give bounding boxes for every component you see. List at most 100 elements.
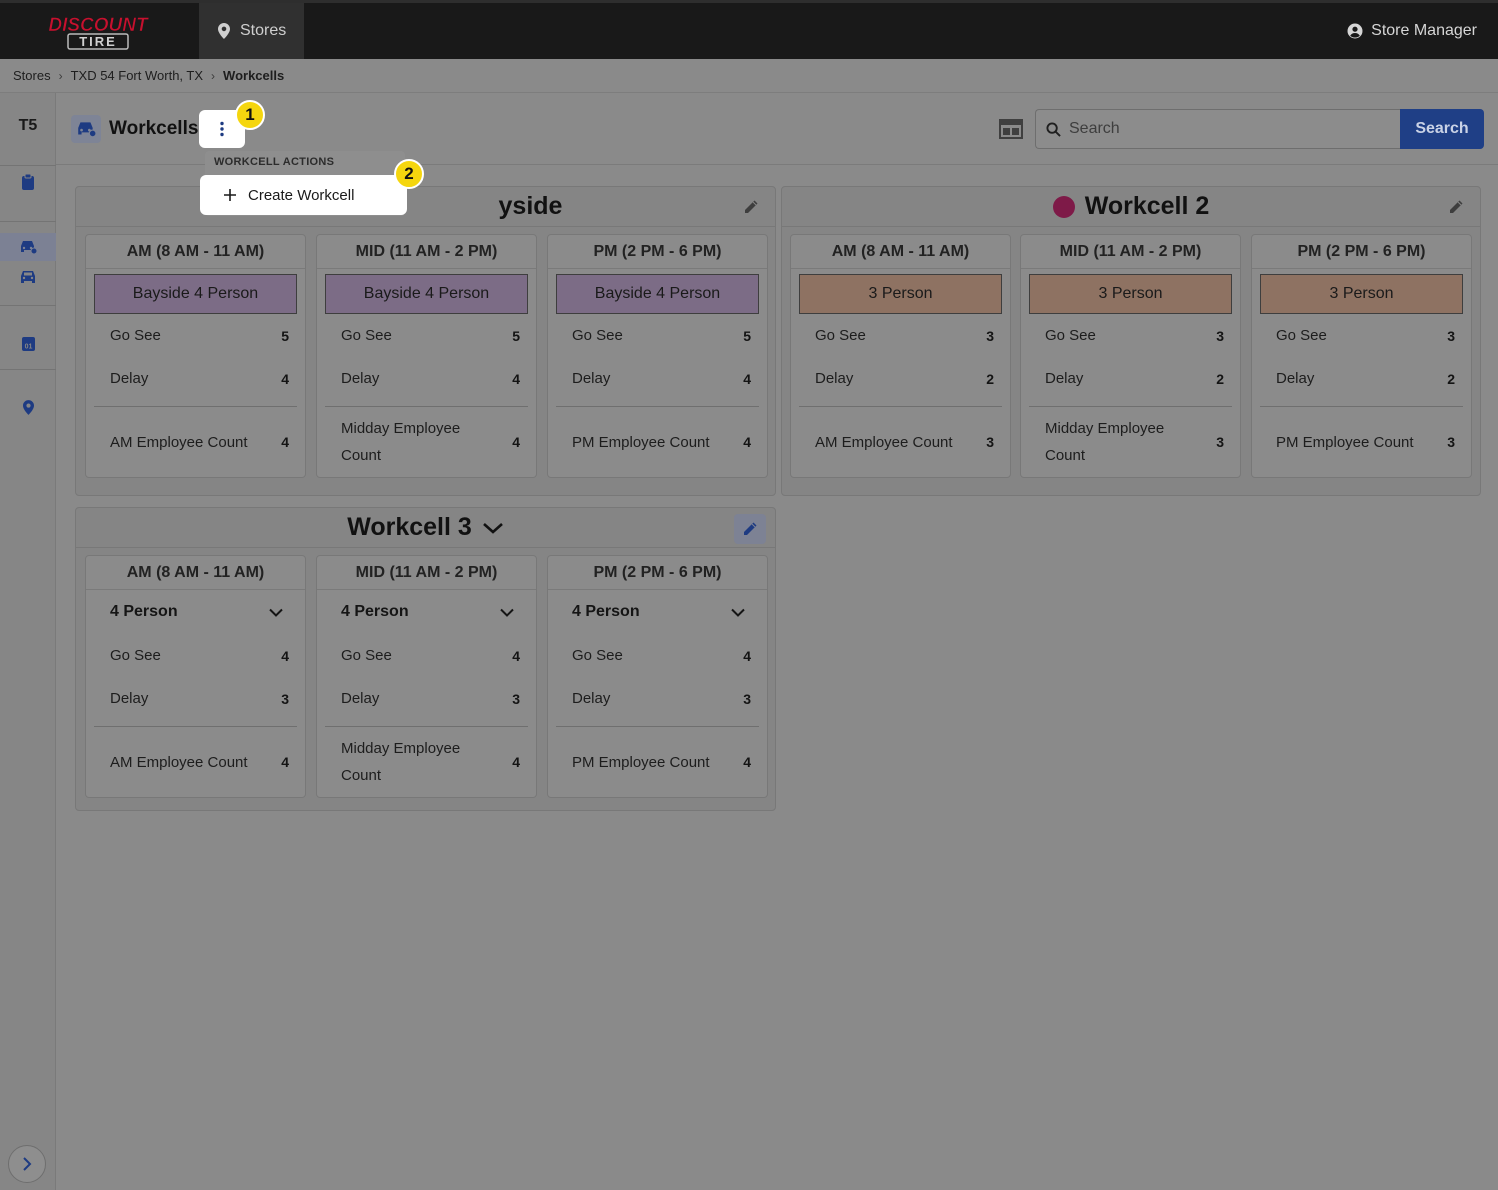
breadcrumb-stores[interactable]: Stores	[13, 68, 51, 83]
discount-tire-logo[interactable]: DISCOUNT TIRE	[42, 14, 154, 50]
go-see-value: 4	[512, 647, 520, 664]
layout-toggle-icon[interactable]	[999, 117, 1023, 141]
workcell-name: Workcell 2	[1084, 192, 1210, 220]
delay-value: 4	[512, 370, 520, 387]
clipboard-icon	[22, 174, 34, 190]
shift-config-badge[interactable]: 3 Person	[799, 274, 1002, 314]
shift-column-header: MID (11 AM - 2 PM)	[317, 235, 536, 269]
workcell-color-dot	[1052, 195, 1075, 218]
car-wrench-icon	[21, 241, 37, 254]
edit-workcell-button[interactable]	[1444, 195, 1468, 219]
step-marker-2: 2	[394, 159, 424, 189]
shift-column: PM (2 PM - 6 PM) 4 Person Go See 4 Delay 3…	[547, 555, 768, 798]
sidebar-item-locations[interactable]	[0, 393, 56, 421]
go-see-value: 4	[281, 647, 289, 664]
chevron-down-icon[interactable]	[482, 521, 504, 535]
breadcrumb-current: Workcells	[223, 68, 285, 83]
delay-row: Delay 2	[1021, 357, 1240, 400]
employee-count-value: 4	[743, 753, 751, 770]
location-pin-icon	[218, 23, 230, 39]
workcell-header: Workcell 3	[76, 508, 775, 548]
shift-column-header: AM (8 AM - 11 AM)	[791, 235, 1010, 269]
sidebar-divider	[0, 369, 56, 370]
sidebar-item-tasks[interactable]	[0, 168, 56, 196]
shift-config-badge[interactable]: 3 Person	[1260, 274, 1463, 314]
shift-config-select[interactable]: 4 Person	[325, 590, 528, 634]
go-see-label: Go See	[110, 327, 161, 344]
shift-column-header: AM (8 AM - 11 AM)	[86, 235, 305, 269]
employee-count-label: AM Employee Count	[110, 753, 248, 771]
pencil-icon	[744, 522, 757, 535]
employee-count-value: 4	[281, 433, 289, 450]
workcell-panel: Workcell 3 AM (8 AM - 11 AM) 4 Person Go…	[75, 507, 776, 811]
employee-count-label: Midday Employee Count	[341, 740, 461, 784]
chevron-right-icon: ›	[58, 68, 63, 83]
workcell-actions-menu: WORKCELL ACTIONS Create Workcell	[200, 151, 407, 216]
divider	[1260, 406, 1463, 407]
create-workcell-menu-item[interactable]: Create Workcell	[200, 175, 407, 215]
sidebar-item-schedule[interactable]: 01	[0, 329, 56, 357]
shift-column: PM (2 PM - 6 PM) Bayside 4 Person Go See…	[547, 234, 768, 478]
edit-workcell-button[interactable]	[739, 195, 763, 219]
nav-stores-tab[interactable]: Stores	[199, 3, 304, 59]
workcell-name: Workcell 3	[347, 513, 472, 541]
employee-count-label: PM Employee Count	[572, 753, 710, 771]
shift-config-value: 4 Person	[110, 603, 178, 620]
delay-label: Delay	[341, 370, 380, 387]
search-field[interactable]	[1035, 109, 1401, 149]
sidebar-expand-button[interactable]	[8, 1145, 46, 1183]
shift-config-badge[interactable]: 3 Person	[1029, 274, 1232, 314]
employee-count-value: 4	[512, 433, 520, 450]
sidebar-item-vehicles[interactable]	[0, 263, 56, 291]
edit-workcell-button[interactable]	[734, 514, 766, 544]
shift-config-badge[interactable]: Bayside 4 Person	[556, 274, 759, 314]
divider	[94, 726, 297, 727]
go-see-value: 4	[743, 647, 751, 664]
delay-label: Delay	[572, 370, 611, 387]
shift-column: AM (8 AM - 11 AM) 4 Person Go See 4 Delay…	[85, 555, 306, 798]
employee-count-value: 3	[986, 433, 994, 450]
go-see-row: Go See 3	[1252, 314, 1471, 357]
chevron-down-icon	[500, 608, 514, 617]
delay-label: Delay	[1276, 370, 1315, 387]
search-button[interactable]: Search	[1400, 109, 1484, 149]
go-see-row: Go See 3	[791, 314, 1010, 357]
user-menu[interactable]: Store Manager	[1347, 3, 1477, 59]
step-marker-1: 1	[235, 100, 265, 130]
delay-row: Delay 4	[86, 357, 305, 400]
shift-config-select[interactable]: 4 Person	[556, 590, 759, 634]
shift-column-header: PM (2 PM - 6 PM)	[548, 235, 767, 269]
delay-label: Delay	[110, 370, 149, 387]
shift-column-header: PM (2 PM - 6 PM)	[1252, 235, 1471, 269]
user-role-label: Store Manager	[1371, 22, 1477, 39]
go-see-value: 5	[743, 327, 751, 344]
employee-count-row: PM Employee Count 4	[548, 727, 767, 797]
sidebar-item-workcells[interactable]	[0, 233, 56, 261]
svg-text:DISCOUNT: DISCOUNT	[48, 15, 149, 36]
go-see-row: Go See 4	[86, 634, 305, 677]
employee-count-value: 3	[1216, 433, 1224, 450]
divider	[325, 406, 528, 407]
delay-row: Delay 3	[548, 677, 767, 720]
go-see-label: Go See	[572, 327, 623, 344]
go-see-row: Go See 5	[317, 314, 536, 357]
go-see-row: Go See 3	[1021, 314, 1240, 357]
breadcrumb-store[interactable]: TXD 54 Fort Worth, TX	[70, 68, 204, 83]
shift-column: AM (8 AM - 11 AM) 3 Person Go See 3 Delay…	[790, 234, 1011, 478]
shift-config-select[interactable]: 4 Person	[94, 590, 297, 634]
shift-config-badge[interactable]: Bayside 4 Person	[94, 274, 297, 314]
svg-text:01: 01	[24, 343, 32, 350]
employee-count-row: AM Employee Count 4	[86, 727, 305, 797]
shift-column: PM (2 PM - 6 PM) 3 Person Go See 3 Delay 2…	[1251, 234, 1472, 478]
employee-count-label: PM Employee Count	[1276, 433, 1414, 451]
sidebar-divider	[0, 221, 56, 222]
go-see-label: Go See	[815, 327, 866, 344]
search-input[interactable]	[1069, 120, 1379, 138]
employee-count-label: Midday Employee Count	[341, 420, 461, 464]
shift-config-value: 4 Person	[572, 603, 640, 620]
shift-config-badge[interactable]: Bayside 4 Person	[325, 274, 528, 314]
svg-text:TIRE: TIRE	[79, 34, 117, 49]
employee-count-row: Midday Employee Count 4	[317, 407, 536, 477]
kebab-menu-icon	[220, 121, 224, 137]
shift-column-header: PM (2 PM - 6 PM)	[548, 556, 767, 590]
